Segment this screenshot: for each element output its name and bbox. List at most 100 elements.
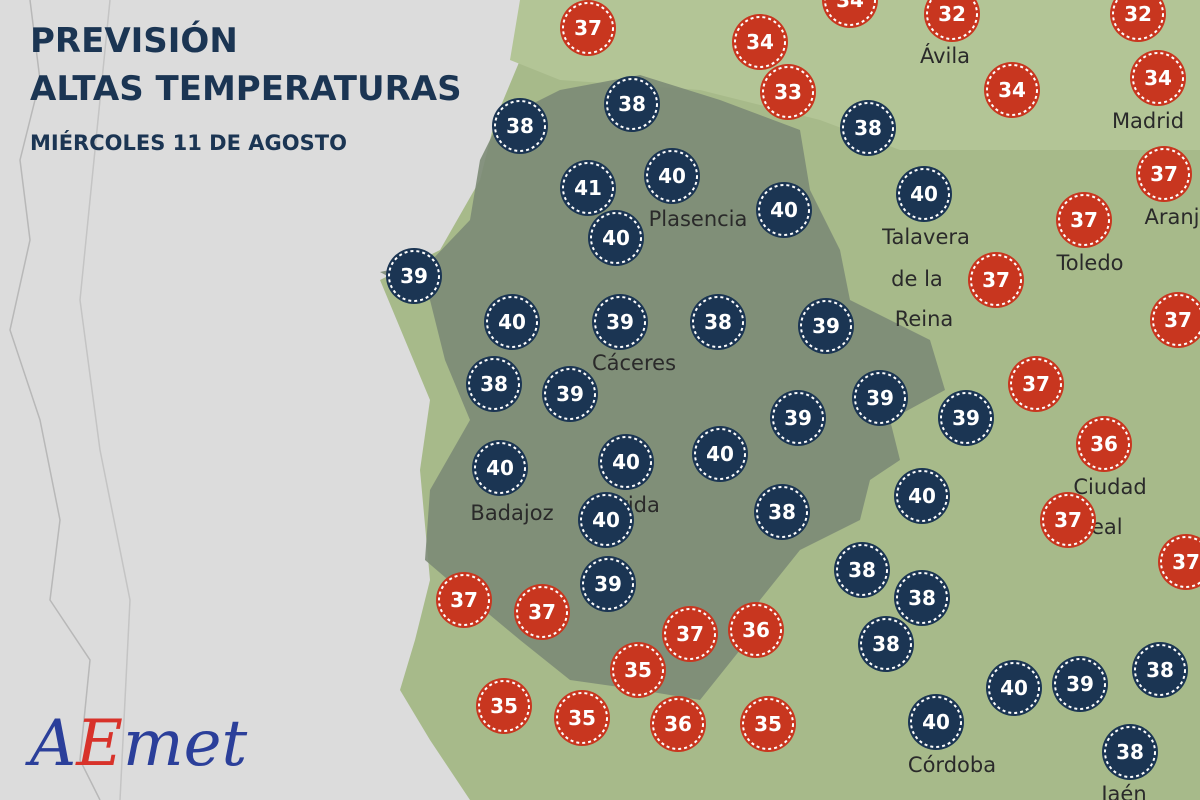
place-label: Madrid [1112,109,1184,133]
marker-ring [898,168,950,220]
marker-disc [1150,292,1200,348]
marker: 39 [580,556,636,612]
place-label: Badajoz [470,501,553,525]
marker-ring [854,372,906,424]
marker-ring [580,494,632,546]
marker-disc [756,182,812,238]
marker-ring [986,64,1038,116]
marker-disc [840,100,896,156]
marker-disc [644,148,700,204]
marker-value: 39 [784,406,812,430]
region-extremadura [380,75,945,700]
marker: 39 [770,390,826,446]
marker-value: 36 [1090,432,1118,456]
marker-ring [1104,726,1156,778]
marker: 41 [560,160,616,216]
marker: 38 [834,542,890,598]
marker-disc [592,294,648,350]
marker-value: 38 [854,116,882,140]
marker-value: 38 [618,92,646,116]
marker: 37 [968,252,1024,308]
marker-ring [606,78,658,130]
marker-disc [472,440,528,496]
marker-disc [908,694,964,750]
marker-value: 40 [612,450,640,474]
marker-value: 40 [602,226,630,250]
marker-value: 35 [754,712,782,736]
marker: 34 [1130,50,1186,106]
marker-value: 39 [400,264,428,288]
marker: 33 [760,64,816,120]
marker-ring [730,604,782,656]
marker-disc [754,484,810,540]
marker-ring [988,662,1040,714]
logo: AEmet [25,707,248,781]
marker: 40 [894,468,950,524]
marker: 40 [484,294,540,350]
marker-disc [798,298,854,354]
marker-disc [492,98,548,154]
marker-ring [1152,294,1200,346]
marker-disc [692,426,748,482]
marker: 38 [1102,724,1158,780]
marker: 37 [560,0,616,56]
marker-disc [580,556,636,612]
marker-ring [562,162,614,214]
marker-value: 37 [528,600,556,624]
place-label: Aranj [1144,205,1199,229]
marker: 38 [492,98,548,154]
marker-value: 37 [1164,308,1192,332]
marker-ring [612,644,664,696]
marker-ring [478,680,530,732]
border-line [9,0,101,800]
marker-value: 38 [848,558,876,582]
marker-value: 37 [1070,208,1098,232]
marker: 40 [598,434,654,490]
marker-value: 38 [1116,740,1144,764]
place-label: Cáceres [592,351,676,375]
marker: 39 [852,370,908,426]
marker: 39 [938,390,994,446]
marker-disc [476,678,532,734]
marker-disc [1110,0,1166,42]
marker-disc [1136,146,1192,202]
marker-value: 36 [664,712,692,736]
marker-value: 37 [574,16,602,40]
marker-value: 40 [592,508,620,532]
marker-ring [388,250,440,302]
marker: 35 [476,678,532,734]
marker-ring [694,428,746,480]
marker-value: 37 [1022,372,1050,396]
marker-ring [1054,658,1106,710]
marker-ring [544,368,596,420]
marker-value: 37 [450,588,478,612]
marker-ring [1042,494,1094,546]
marker-value: 38 [872,632,900,656]
marker: 38 [894,570,950,626]
marker-disc [896,166,952,222]
marker-value: 32 [938,2,966,26]
marker-value: 40 [770,198,798,222]
marker-disc [386,248,442,304]
marker-disc [436,572,492,628]
marker-disc [968,252,1024,308]
marker: 32 [1110,0,1166,42]
marker-disc [1102,724,1158,780]
marker-ring [734,16,786,68]
marker: 39 [386,248,442,304]
place-label: Toledo [1055,251,1123,275]
marker-ring [1058,194,1110,246]
marker: 37 [1150,292,1200,348]
marker-ring [762,66,814,118]
temperature-markers: 37 34 34 32 32 33 34 34 38 38 38 40 41 40 40 40 37 37 39 37… [386,0,1200,780]
marker: 37 [1040,492,1096,548]
marker-disc [1056,192,1112,248]
marker-value: 37 [1054,508,1082,532]
marker-disc [1052,656,1108,712]
marker: 36 [728,602,784,658]
marker-disc [578,492,634,548]
marker-value: 37 [676,622,704,646]
marker-ring [896,572,948,624]
marker: 40 [472,440,528,496]
marker-disc [542,366,598,422]
